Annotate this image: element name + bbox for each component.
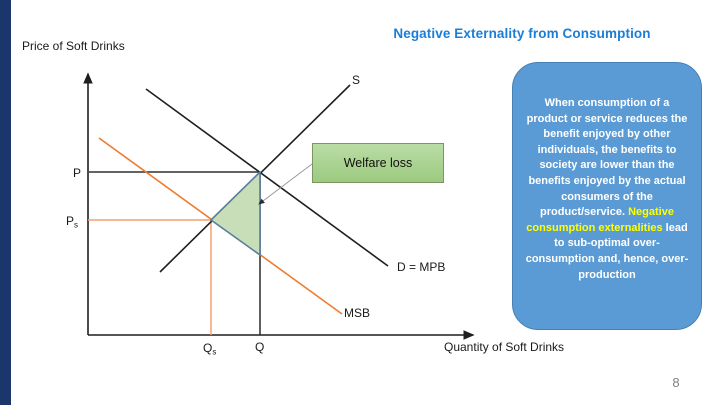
y-axis-title: Price of Soft Drinks (22, 39, 125, 53)
price-ps-label: Ps (66, 214, 78, 230)
info-box-highlighted-text: Negative consumption externalities (526, 206, 674, 234)
info-box-text-after: lead to sub-optimal over-consumption and… (525, 221, 689, 281)
quantity-q-label: Q (255, 340, 264, 354)
price-p-label: P (73, 166, 81, 180)
demand-curve (145, 88, 389, 267)
quantity-qs-label: Qs (203, 341, 216, 357)
info-box: When consumption of a product or service… (512, 62, 702, 330)
x-axis-title: Quantity of Soft Drinks (444, 340, 565, 354)
supply-label: S (352, 73, 360, 87)
msb-label: MSB (344, 306, 370, 320)
info-box-text: When consumption of a product or service… (526, 97, 688, 219)
callout-arrow (258, 163, 313, 205)
page-number: 8 (672, 375, 680, 390)
slide-title: Negative Externality from Consumption (393, 26, 651, 41)
welfare-loss-callout-label: Welfare loss (343, 156, 413, 170)
demand-label: D = MPB (397, 260, 445, 274)
welfare-loss-triangle (210, 171, 261, 256)
accent-bar (0, 0, 11, 405)
welfare-loss-callout: Welfare loss (312, 143, 444, 183)
